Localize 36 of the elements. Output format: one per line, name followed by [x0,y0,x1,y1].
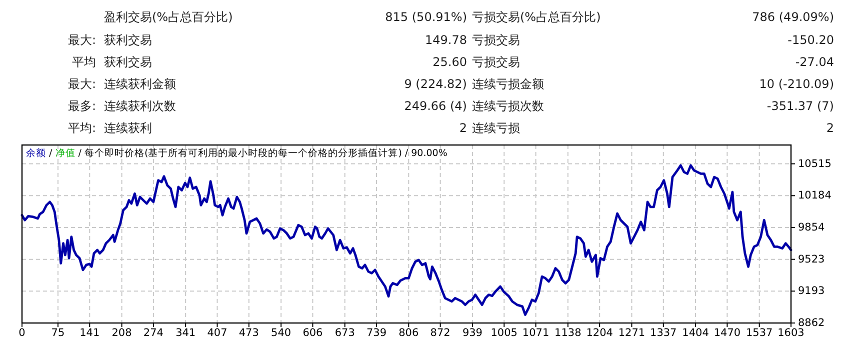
y-tick-label: 9523 [798,253,825,266]
x-tick-label: 341 [176,327,196,339]
x-tick-label: 1470 [714,327,741,339]
x-tick-label: 1071 [522,327,550,339]
x-tick-label: 1138 [554,327,582,339]
x-tick-label: 540 [271,327,292,339]
x-tick-label: 1603 [778,327,804,339]
chart-subtitle: / 每个即时价格(基于所有可利用的最小时段的每一个价格的分形插值计算) / 90.00% [75,146,448,158]
x-tick-label: 673 [334,327,355,339]
legend-label: 净值 [55,146,76,158]
x-tick-label: 473 [238,327,259,339]
x-tick-label: 141 [80,327,100,339]
y-tick-label: 10184 [798,190,832,202]
x-tick-label: 407 [207,327,228,339]
x-tick-label: 939 [462,327,482,339]
y-tick-label: 8862 [798,317,825,329]
annotation-sep: / [49,148,52,158]
x-tick-label: 75 [51,327,65,339]
x-tick-label: 208 [112,327,132,339]
y-tick-label: 10515 [798,158,832,170]
y-tick-label: 9854 [798,221,826,234]
x-tick-label: 1537 [746,327,773,339]
x-tick-label: 739 [366,327,387,339]
x-tick-label: 274 [143,327,164,339]
x-tick-label: 606 [302,327,324,339]
x-tick-label: 0 [18,327,26,339]
y-tick-label: 9193 [798,285,825,298]
x-tick-label: 1337 [650,327,677,339]
x-tick-label: 1404 [682,327,710,339]
legend: 余额 / 净值 / 每个即时价格(基于所有可利用的最小时段的每一个价格的分形插值计算) / 90.00% [26,148,448,158]
x-tick-label: 1204 [586,327,614,339]
annotations: 盈利交易(%占总百分比) 815 (50.91%) 亏损交易(%占总百分比) 786 (49.09%) 最大: 获利交易 149.78 亏损交易 -150.20 平均 获利交易 25.60 亏损交易 -27.04 最大: 连续获利金额 9 (224.82) 连续亏损金额 10 (-210.09) 最多: 连续获利次数 249.66 (4) 连续亏损次数 -351.37 (7) 平均: 连续获利 2 连续亏损 2 [68,10,834,135]
x-tick-label: 1005 [490,327,518,339]
x-tick-label: 1271 [618,327,646,339]
x-tick-label: 806 [398,327,419,339]
x-tick-label: 872 [430,327,450,339]
